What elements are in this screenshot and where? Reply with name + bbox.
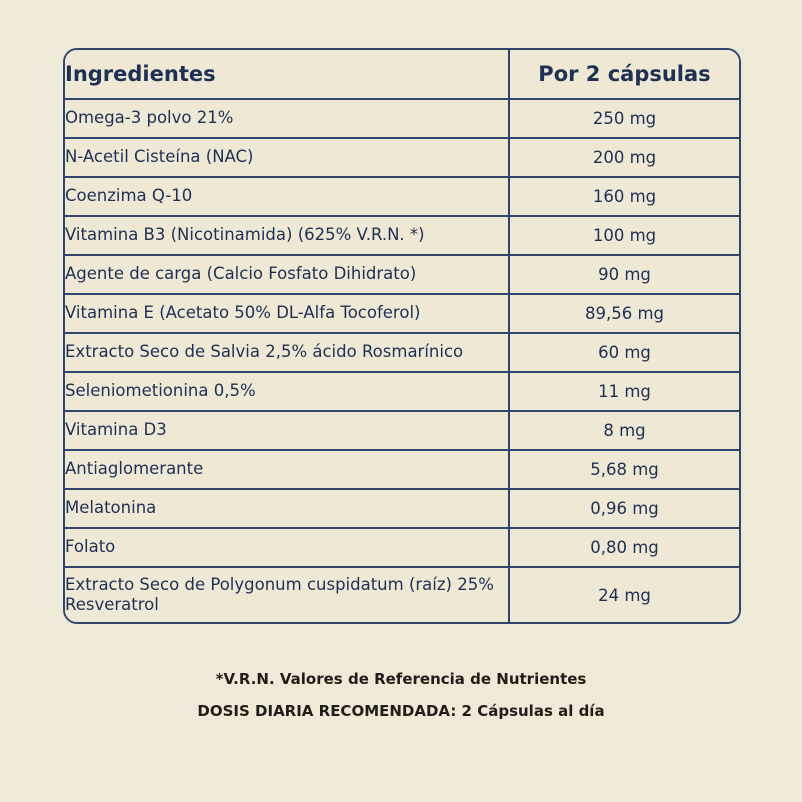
ingredient-amount-cell: 60 mg	[509, 333, 739, 373]
ingredient-amount-cell: 11 mg	[509, 372, 739, 412]
ingredient-amount-cell: 160 mg	[509, 177, 739, 217]
ingredient-name-cell: N-Acetil Cisteína (NAC)	[65, 138, 510, 178]
ingredient-amount-cell: 89,56 mg	[509, 294, 739, 334]
table-row: Vitamina B3 (Nicotinamida) (625% V.R.N. …	[65, 216, 739, 256]
ingredient-name-cell: Extracto Seco de Polygonum cuspidatum (r…	[65, 567, 510, 623]
ingredient-amount-cell: 90 mg	[509, 255, 739, 295]
table-header-row: Ingredientes Por 2 cápsulas	[65, 50, 739, 100]
ingredient-name-cell: Melatonina	[65, 489, 510, 529]
ingredient-amount-cell: 5,68 mg	[509, 450, 739, 490]
table-row: Folato 0,80 mg	[65, 528, 739, 568]
footer-notes: *V.R.N. Valores de Referencia de Nutrien…	[0, 672, 802, 719]
ingredient-name-cell: Omega-3 polvo 21%	[65, 99, 510, 139]
table-row: Omega-3 polvo 21% 250 mg	[65, 99, 739, 139]
ingredient-name-cell: Extracto Seco de Salvia 2,5% ácido Rosma…	[65, 333, 510, 373]
ingredient-name-cell: Vitamina B3 (Nicotinamida) (625% V.R.N. …	[65, 216, 510, 256]
ingredient-amount-cell: 8 mg	[509, 411, 739, 451]
table-row: Agente de carga (Calcio Fosfato Dihidrat…	[65, 255, 739, 295]
nutrition-table: Ingredientes Por 2 cápsulas Omega-3 polv…	[65, 50, 739, 623]
ingredient-name-cell: Agente de carga (Calcio Fosfato Dihidrat…	[65, 255, 510, 295]
ingredient-name-cell: Folato	[65, 528, 510, 568]
table-row: Seleniometionina 0,5% 11 mg	[65, 372, 739, 412]
nutrition-table-container: Ingredientes Por 2 cápsulas Omega-3 polv…	[63, 48, 741, 625]
ingredient-name-cell: Antiaglomerante	[65, 450, 510, 490]
column-header-ingredients: Ingredientes	[65, 50, 510, 100]
table-row: Vitamina E (Acetato 50% DL-Alfa Tocofero…	[65, 294, 739, 334]
table-row: Coenzima Q-10 160 mg	[65, 177, 739, 217]
table-row: Extracto Seco de Salvia 2,5% ácido Rosma…	[65, 333, 739, 373]
column-header-per-dose: Por 2 cápsulas	[509, 50, 739, 100]
ingredient-amount-cell: 24 mg	[509, 567, 739, 623]
ingredient-amount-cell: 0,96 mg	[509, 489, 739, 529]
ingredient-name-cell: Vitamina E (Acetato 50% DL-Alfa Tocofero…	[65, 294, 510, 334]
ingredient-amount-cell: 0,80 mg	[509, 528, 739, 568]
table-row: Extracto Seco de Polygonum cuspidatum (r…	[65, 567, 739, 623]
vrn-legend-note: *V.R.N. Valores de Referencia de Nutrien…	[215, 670, 587, 688]
table-row: Melatonina 0,96 mg	[65, 489, 739, 529]
ingredient-name-cell: Vitamina D3	[65, 411, 510, 451]
ingredient-name-cell: Seleniometionina 0,5%	[65, 372, 510, 412]
ingredient-name-cell: Coenzima Q-10	[65, 177, 510, 217]
daily-dose-note: DOSIS DIARIA RECOMENDADA: 2 Cápsulas al …	[197, 702, 605, 720]
table-body: Omega-3 polvo 21% 250 mg N-Acetil Cisteína…	[65, 99, 739, 623]
table-row: Antiaglomerante 5,68 mg	[65, 450, 739, 490]
table-row: Vitamina D3 8 mg	[65, 411, 739, 451]
ingredient-amount-cell: 250 mg	[509, 99, 739, 139]
table-row: N-Acetil Cisteína (NAC) 200 mg	[65, 138, 739, 178]
table-header: Ingredientes Por 2 cápsulas	[65, 50, 739, 100]
ingredient-amount-cell: 100 mg	[509, 216, 739, 256]
ingredient-amount-cell: 200 mg	[509, 138, 739, 178]
